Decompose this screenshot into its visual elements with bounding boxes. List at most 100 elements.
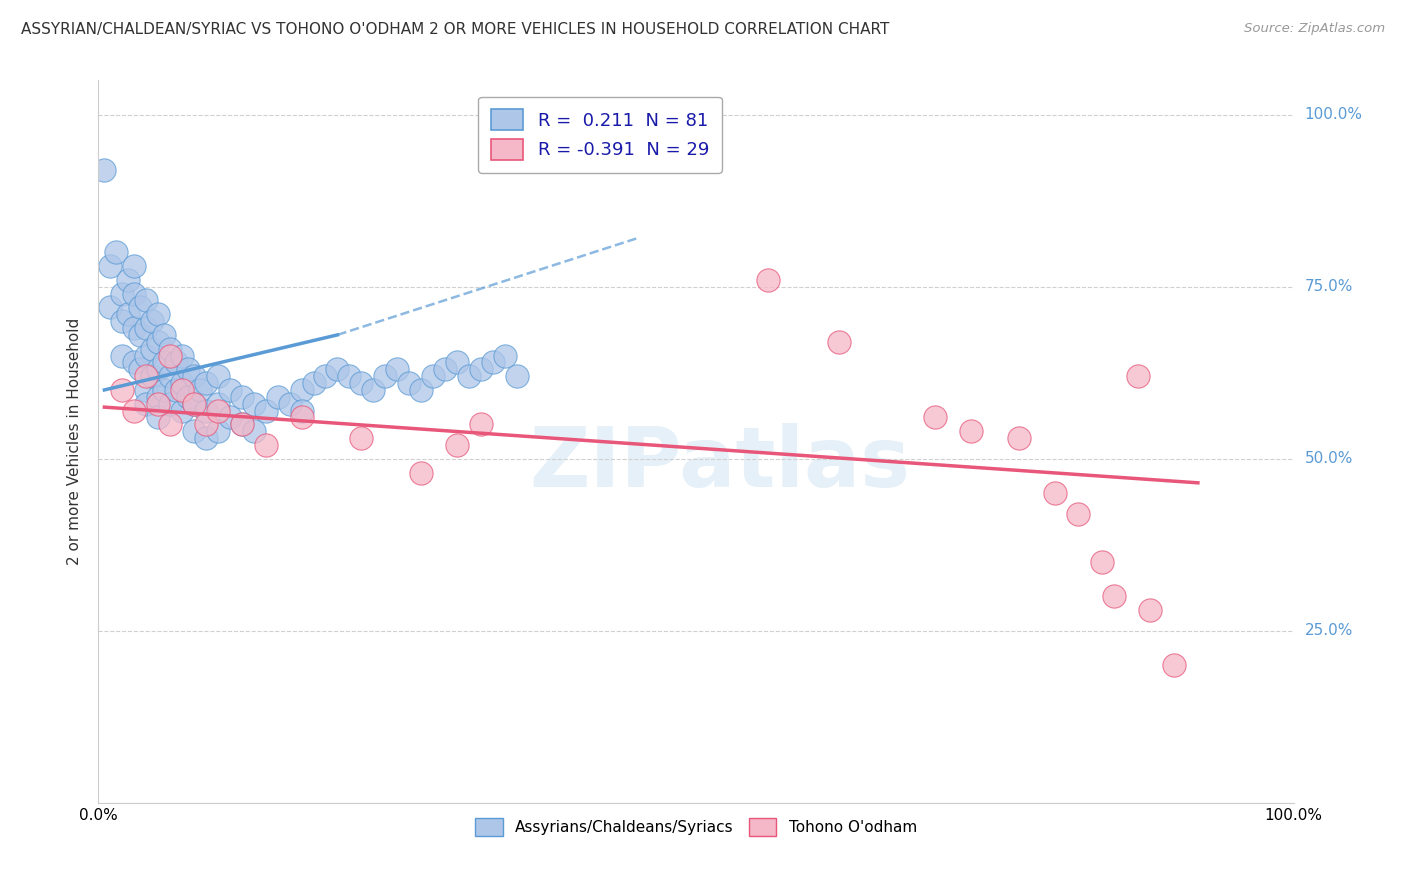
Point bbox=[267, 390, 290, 404]
Point bbox=[117, 307, 139, 321]
Point bbox=[243, 424, 266, 438]
Point bbox=[195, 376, 218, 390]
Point bbox=[195, 417, 218, 432]
Point bbox=[159, 349, 181, 363]
Point bbox=[124, 286, 146, 301]
Point bbox=[117, 273, 139, 287]
Point bbox=[129, 362, 152, 376]
Point bbox=[470, 362, 492, 376]
Point bbox=[124, 403, 146, 417]
Point bbox=[172, 376, 194, 390]
Point bbox=[148, 390, 170, 404]
Point bbox=[153, 383, 176, 397]
Point bbox=[924, 410, 946, 425]
Point bbox=[1139, 603, 1161, 617]
Text: 25.0%: 25.0% bbox=[1305, 624, 1353, 639]
Point bbox=[183, 397, 205, 411]
Point bbox=[165, 355, 187, 369]
Point bbox=[326, 362, 349, 376]
Point bbox=[135, 293, 157, 308]
Text: 75.0%: 75.0% bbox=[1305, 279, 1353, 294]
Point bbox=[458, 369, 481, 384]
Point bbox=[148, 362, 170, 376]
Point bbox=[129, 327, 152, 342]
Point bbox=[207, 403, 229, 417]
Point bbox=[111, 286, 134, 301]
Point bbox=[363, 383, 385, 397]
Point bbox=[98, 259, 122, 273]
Point bbox=[159, 417, 181, 432]
Point bbox=[135, 349, 157, 363]
Point bbox=[195, 403, 218, 417]
Point bbox=[141, 314, 163, 328]
Point bbox=[148, 334, 170, 349]
Point bbox=[494, 349, 516, 363]
Point bbox=[219, 383, 242, 397]
Text: 100.0%: 100.0% bbox=[1305, 107, 1362, 122]
Point bbox=[254, 438, 277, 452]
Point bbox=[291, 410, 314, 425]
Point bbox=[446, 438, 468, 452]
Point bbox=[135, 369, 157, 384]
Point bbox=[385, 362, 409, 376]
Point bbox=[183, 424, 205, 438]
Point bbox=[422, 369, 444, 384]
Text: Source: ZipAtlas.com: Source: ZipAtlas.com bbox=[1244, 22, 1385, 36]
Point bbox=[960, 424, 983, 438]
Point bbox=[159, 369, 181, 384]
Y-axis label: 2 or more Vehicles in Household: 2 or more Vehicles in Household bbox=[67, 318, 83, 566]
Point bbox=[153, 327, 176, 342]
Point bbox=[207, 369, 229, 384]
Point bbox=[183, 369, 205, 384]
Point bbox=[302, 376, 325, 390]
Point bbox=[470, 417, 492, 432]
Point bbox=[141, 369, 163, 384]
Point bbox=[177, 362, 200, 376]
Point bbox=[339, 369, 361, 384]
Point bbox=[1104, 590, 1126, 604]
Point bbox=[231, 417, 253, 432]
Point bbox=[148, 410, 170, 425]
Point bbox=[1043, 486, 1066, 500]
Point bbox=[195, 431, 218, 445]
Point bbox=[219, 410, 242, 425]
Text: ASSYRIAN/CHALDEAN/SYRIAC VS TOHONO O'ODHAM 2 OR MORE VEHICLES IN HOUSEHOLD CORRE: ASSYRIAN/CHALDEAN/SYRIAC VS TOHONO O'ODH… bbox=[21, 22, 890, 37]
Text: 50.0%: 50.0% bbox=[1305, 451, 1353, 467]
Point bbox=[177, 390, 200, 404]
Point bbox=[165, 383, 187, 397]
Point bbox=[111, 314, 134, 328]
Point bbox=[135, 383, 157, 397]
Point bbox=[159, 342, 181, 356]
Point bbox=[1128, 369, 1150, 384]
Point bbox=[207, 424, 229, 438]
Point bbox=[434, 362, 457, 376]
Legend: Assyrians/Chaldeans/Syriacs, Tohono O'odham: Assyrians/Chaldeans/Syriacs, Tohono O'od… bbox=[470, 813, 922, 842]
Point bbox=[124, 259, 146, 273]
Point bbox=[124, 321, 146, 335]
Point bbox=[111, 383, 134, 397]
Point bbox=[315, 369, 337, 384]
Point bbox=[153, 355, 176, 369]
Point bbox=[481, 355, 505, 369]
Point bbox=[172, 349, 194, 363]
Point bbox=[188, 383, 211, 397]
Text: ZIPatlas: ZIPatlas bbox=[530, 423, 910, 504]
Point bbox=[172, 383, 194, 397]
Point bbox=[93, 162, 115, 177]
Point bbox=[231, 417, 253, 432]
Point bbox=[148, 307, 170, 321]
Point bbox=[148, 397, 170, 411]
Point bbox=[756, 273, 779, 287]
Point bbox=[506, 369, 529, 384]
Point bbox=[1163, 658, 1185, 673]
Point bbox=[411, 466, 433, 480]
Point bbox=[350, 431, 373, 445]
Point bbox=[135, 321, 157, 335]
Point bbox=[350, 376, 373, 390]
Point bbox=[1008, 431, 1031, 445]
Point bbox=[291, 383, 314, 397]
Point bbox=[207, 397, 229, 411]
Point bbox=[411, 383, 433, 397]
Point bbox=[374, 369, 396, 384]
Point bbox=[135, 397, 157, 411]
